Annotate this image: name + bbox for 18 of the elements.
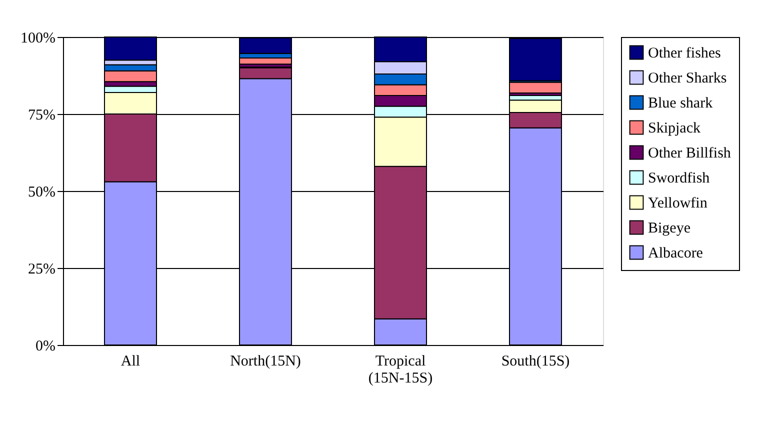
y-tick-label: 100% [20, 30, 56, 46]
legend-label: Other Sharks [648, 70, 727, 86]
y-tick-label: 0% [36, 338, 56, 354]
y-tick-label: 75% [28, 108, 56, 124]
x-tick-label: South(15S) [501, 354, 570, 370]
y-tick-label: 50% [28, 184, 56, 200]
legend-label: Other Billfish [648, 146, 732, 162]
x-tick-label: North(15N) [230, 354, 301, 370]
x-tick-label: All [120, 354, 140, 370]
legend-label: Bigeye [648, 220, 691, 236]
legend-label: Skipjack [648, 120, 701, 136]
legend-label: Swordfish [648, 170, 710, 186]
legend-label: Albacore [648, 246, 704, 262]
x-tick-label: Tropical (15N-15S) [368, 354, 433, 386]
legend-label: Blue shark [648, 96, 714, 112]
y-tick-label: 25% [28, 262, 56, 278]
legend-label: Yellowfin [648, 196, 708, 212]
legend-label: Other fishes [648, 46, 722, 62]
